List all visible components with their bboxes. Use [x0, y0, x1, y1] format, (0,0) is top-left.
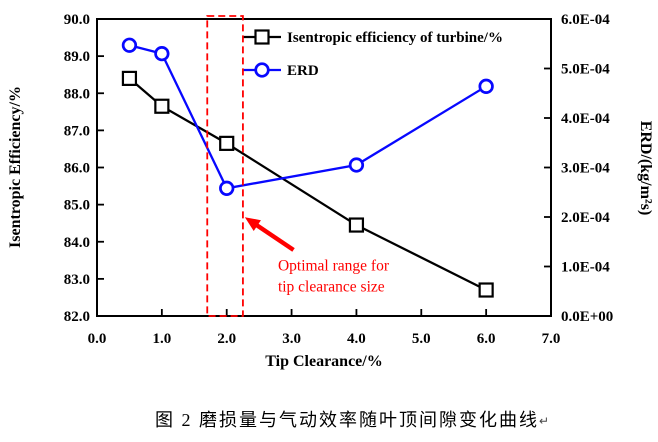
x-tick-label: 3.0	[282, 331, 301, 347]
legend-label-erd: ERD	[287, 63, 319, 79]
x-axis-title: Tip Clearance/%	[265, 353, 382, 370]
series-layer	[121, 37, 494, 298]
marker-square	[154, 98, 170, 114]
chart-canvas: 82.083.084.085.086.087.088.089.090.00.0E…	[7, 12, 654, 370]
marker-square	[478, 282, 494, 298]
x-tick-label: 7.0	[542, 331, 561, 347]
x-tick-label: 0.0	[88, 331, 107, 347]
y-left-tick-label: 82.0	[64, 309, 90, 325]
legend: Isentropic efficiency of turbine/% ERD	[243, 29, 503, 79]
marker-circle	[219, 180, 235, 196]
y-left-tick-label: 89.0	[64, 49, 90, 65]
y-right-tick-label: 6.0E-04	[561, 12, 610, 28]
marker-circle	[348, 157, 365, 173]
y-right-tick-label: 4.0E-04	[561, 111, 610, 127]
y-left-tick-label: 85.0	[64, 198, 90, 214]
legend-marker-circle	[254, 62, 270, 78]
annotation-arrow-head	[244, 217, 261, 232]
x-tick-label: 1.0	[152, 331, 171, 347]
y-left-tick-label: 86.0	[64, 161, 90, 177]
y-right-tick-label: 3.0E-04	[561, 161, 610, 177]
figure-caption: 图 2 磨损量与气动效率随叶顶间隙变化曲线↵	[0, 406, 658, 432]
y-right-axis-title: ERD/(kg/m²s)	[637, 121, 654, 216]
caption-text: 图 2 磨损量与气动效率随叶顶间隙变化曲线	[154, 410, 539, 430]
x-tick-label: 5.0	[412, 331, 431, 347]
y-left-axis-title: Isentropic Efficiency/%	[7, 86, 24, 248]
y-right-tick-label: 0.0E+00	[561, 309, 613, 325]
marker-circle	[154, 46, 170, 62]
y-left-tick-label: 90.0	[64, 12, 90, 28]
return-mark-icon: ↵	[538, 414, 550, 428]
legend-marker-square	[254, 29, 270, 45]
annotation-text-line1: Optimal range for	[278, 257, 390, 274]
y-right-tick-label: 5.0E-04	[561, 62, 610, 78]
y-left-tick-label: 84.0	[64, 235, 90, 251]
axes-layer: 82.083.084.085.086.087.088.089.090.00.0E…	[64, 12, 614, 347]
y-left-tick-label: 88.0	[64, 86, 90, 102]
x-tick-label: 6.0	[477, 331, 496, 347]
marker-circle	[121, 37, 138, 53]
y-right-tick-label: 2.0E-04	[561, 210, 610, 226]
legend-label-efficiency: Isentropic efficiency of turbine/%	[287, 30, 503, 46]
x-tick-label: 4.0	[347, 331, 366, 347]
annotation-layer: Optimal range for tip clearance size	[206, 15, 390, 317]
y-left-tick-label: 83.0	[64, 272, 90, 288]
highlight-box	[206, 15, 244, 317]
y-right-tick-label: 1.0E-04	[561, 260, 610, 276]
marker-square	[348, 217, 365, 233]
marker-square	[219, 135, 235, 151]
annotation-arrow-shaft	[252, 221, 295, 252]
marker-circle	[478, 78, 494, 94]
annotation-text-line2: tip clearance size	[278, 278, 385, 295]
x-tick-label: 2.0	[217, 331, 236, 347]
y-left-tick-label: 87.0	[64, 123, 90, 139]
marker-square	[121, 70, 138, 87]
